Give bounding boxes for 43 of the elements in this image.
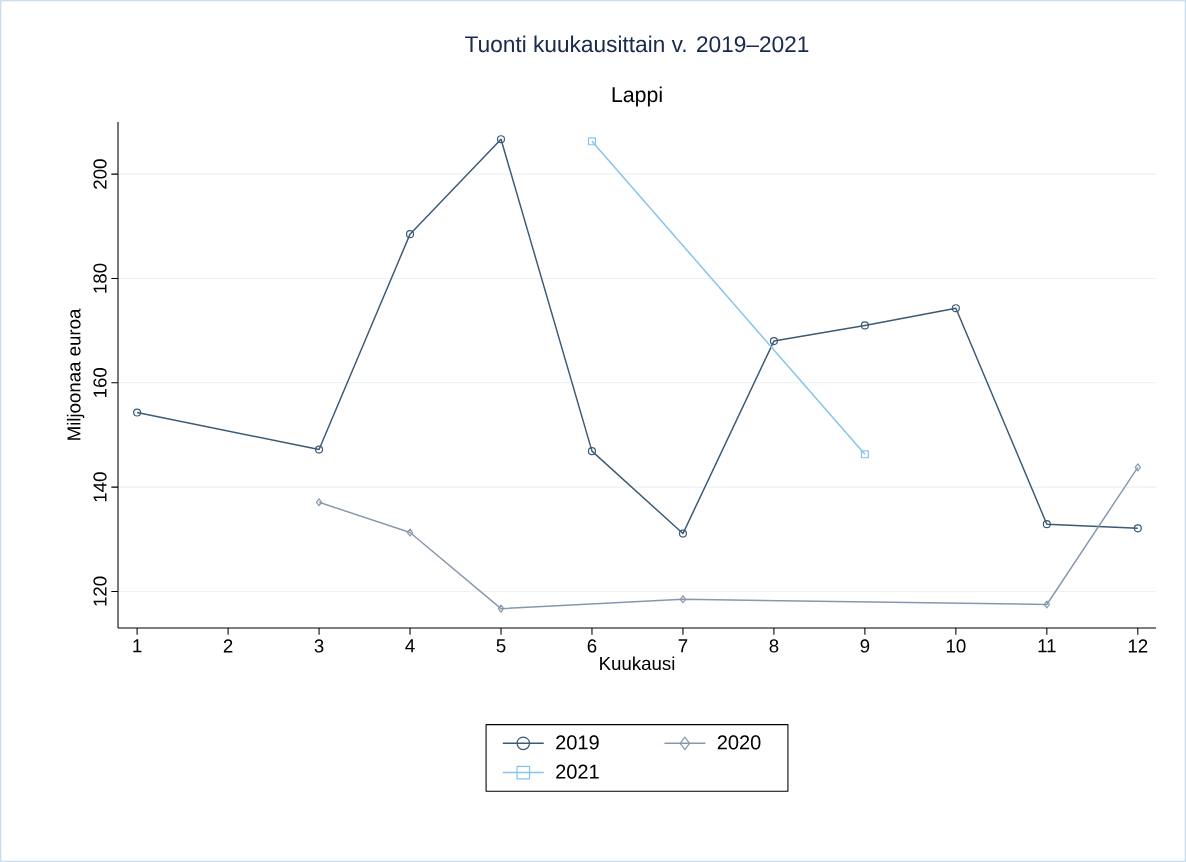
x-tick-label: 3 bbox=[314, 639, 324, 653]
x-tick-label: 8 bbox=[769, 639, 779, 653]
x-tick-label: 7 bbox=[678, 639, 688, 653]
legend-label: 2020 bbox=[717, 735, 761, 750]
point bbox=[860, 450, 869, 459]
chart-title: Tuonti kuukausittain v. 2019–2021 bbox=[465, 35, 809, 53]
legend-label: 2019 bbox=[556, 735, 599, 750]
point bbox=[315, 498, 323, 507]
y-axis-title: Miljoonaa euroa bbox=[66, 308, 85, 440]
point bbox=[1042, 520, 1051, 529]
point bbox=[496, 135, 506, 144]
y-tick-label: 180 bbox=[93, 263, 107, 293]
x-tick-label: 2 bbox=[223, 639, 233, 653]
point bbox=[1133, 524, 1142, 533]
point bbox=[497, 604, 505, 613]
point bbox=[951, 304, 960, 313]
chart-subtitle: Lappi bbox=[612, 86, 662, 107]
point bbox=[406, 528, 414, 537]
y-tick-label: 140 bbox=[93, 472, 107, 502]
point bbox=[314, 445, 324, 454]
point bbox=[405, 230, 415, 239]
x-tick-label: 12 bbox=[1128, 639, 1148, 653]
x-tick-label: 10 bbox=[946, 639, 966, 653]
point bbox=[679, 595, 687, 604]
legend-label: 2021 bbox=[556, 764, 599, 779]
point bbox=[587, 137, 597, 146]
y-tick-label: 120 bbox=[93, 576, 107, 606]
x-tick-label: 4 bbox=[405, 639, 415, 653]
x-tick-label: 1 bbox=[133, 639, 142, 653]
x-tick-label: 5 bbox=[496, 639, 506, 653]
point bbox=[587, 447, 597, 456]
point bbox=[678, 529, 688, 538]
point bbox=[1043, 600, 1051, 609]
point bbox=[1134, 463, 1142, 472]
x-tick-label: 6 bbox=[587, 639, 597, 653]
y-tick-label: 160 bbox=[93, 367, 107, 397]
x-tick-label: 11 bbox=[1038, 639, 1056, 653]
point bbox=[769, 337, 778, 346]
y-tick-label: 200 bbox=[93, 159, 107, 189]
point bbox=[133, 408, 142, 417]
x-axis-title: Kuukausi bbox=[600, 656, 675, 671]
point bbox=[860, 321, 869, 330]
x-tick-label: 9 bbox=[860, 639, 870, 653]
